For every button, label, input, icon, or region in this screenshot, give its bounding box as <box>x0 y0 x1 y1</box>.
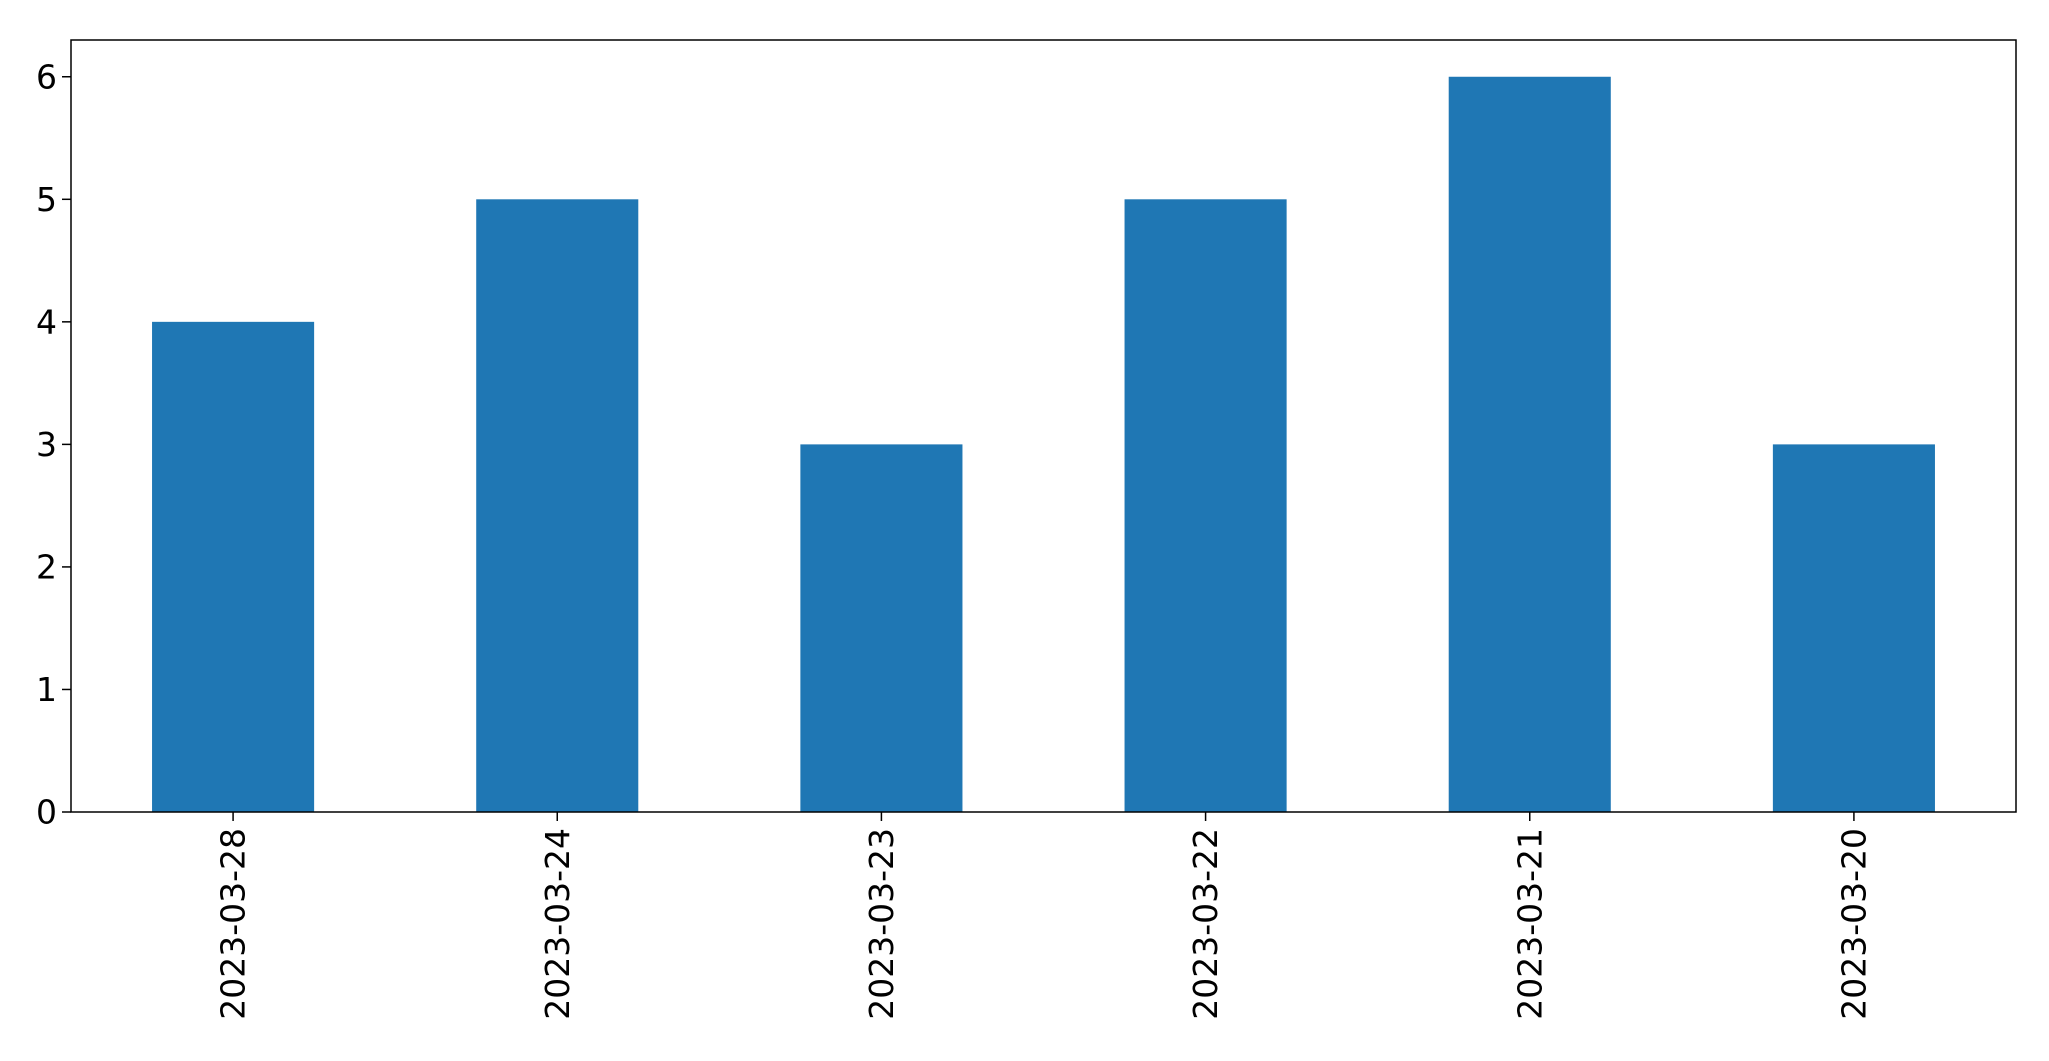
y-tick-label: 3 <box>36 425 57 464</box>
y-tick-label: 1 <box>36 670 57 709</box>
x-tick-label: 2023-03-21 <box>1510 828 1549 1020</box>
x-tick-label: 2023-03-28 <box>214 828 253 1020</box>
x-tick-label: 2023-03-20 <box>1834 828 1873 1020</box>
bar-2023-03-28 <box>152 321 315 812</box>
y-axis: 0 1 2 3 4 5 6 <box>36 57 71 832</box>
y-tick-label: 4 <box>36 302 57 341</box>
bar-2023-03-22 <box>1124 199 1287 813</box>
bar-2023-03-24 <box>476 199 639 813</box>
bars-group <box>152 76 1935 813</box>
x-axis: 2023-03-28 2023-03-24 2023-03-23 2023-03-22… <box>214 812 1873 1020</box>
y-tick-label: 0 <box>36 793 57 832</box>
plot-frame <box>70 39 2017 813</box>
bar-2023-03-23 <box>800 444 963 812</box>
x-tick-label: 2023-03-24 <box>538 828 577 1020</box>
bar-2023-03-21 <box>1448 76 1611 812</box>
y-tick-label: 5 <box>36 180 57 219</box>
y-tick-label: 6 <box>36 57 57 96</box>
y-tick-label: 2 <box>36 547 57 586</box>
x-tick-label: 2023-03-22 <box>1186 828 1225 1020</box>
x-tick-label: 2023-03-23 <box>862 828 901 1020</box>
bar-2023-03-20 <box>1772 444 1935 812</box>
